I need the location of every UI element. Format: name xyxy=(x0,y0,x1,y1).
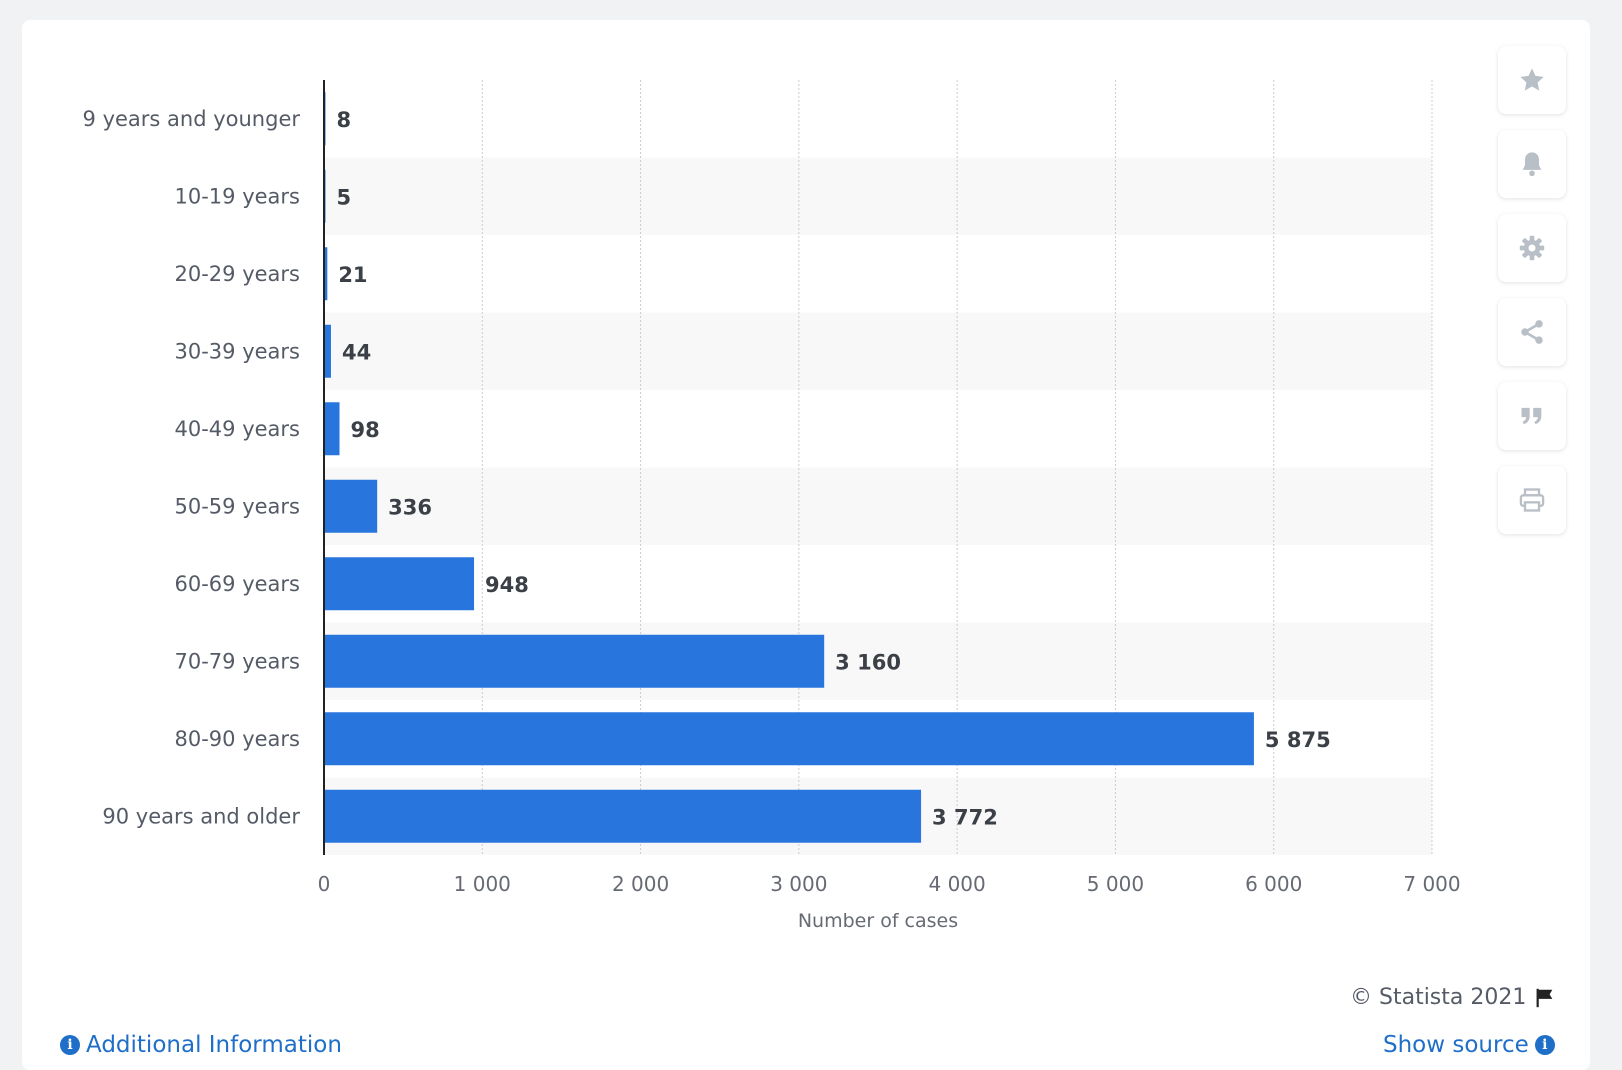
category-label: 30-39 years xyxy=(175,339,301,363)
category-label: 20-29 years xyxy=(175,262,301,286)
gear-icon xyxy=(1519,235,1545,261)
notification-button[interactable] xyxy=(1498,130,1566,198)
category-label: 90 years and older xyxy=(102,804,300,828)
bar[interactable] xyxy=(324,324,331,378)
row-band xyxy=(324,312,1432,390)
category-label: 10-19 years xyxy=(175,184,301,208)
bar[interactable] xyxy=(324,557,475,611)
bar[interactable] xyxy=(324,479,378,533)
value-label: 948 xyxy=(485,573,529,597)
bar-chart: 9 years and younger 10-19 years 20-29 year… xyxy=(83,80,1461,932)
share-icon xyxy=(1521,320,1543,344)
value-label: 44 xyxy=(342,340,371,364)
category-label: 9 years and younger xyxy=(83,107,301,131)
info-icon: i xyxy=(1534,1035,1555,1055)
value-labels: 8 5 21 44 98 336 948 3 160 5 875 3 772 xyxy=(337,108,1331,830)
x-tick-label: 3 000 xyxy=(770,872,827,896)
flag-icon[interactable] xyxy=(1534,987,1556,1009)
value-label: 336 xyxy=(388,495,432,519)
bar[interactable] xyxy=(324,789,922,843)
quote-icon xyxy=(1521,407,1542,425)
bar[interactable] xyxy=(324,712,1254,766)
value-label: 21 xyxy=(338,263,367,287)
additional-information-label: Additional Information xyxy=(86,1032,342,1058)
x-tick-label: 2 000 xyxy=(612,872,669,896)
row-band xyxy=(324,157,1432,235)
value-label: 5 875 xyxy=(1265,728,1331,752)
copyright-notice: © Statista 2021 xyxy=(1350,985,1556,1010)
row-band xyxy=(324,467,1432,545)
copyright-text: © Statista 2021 xyxy=(1350,985,1527,1010)
category-label: 80-90 years xyxy=(175,727,301,751)
category-label: 60-69 years xyxy=(175,572,301,596)
x-tick-label: 1 000 xyxy=(454,872,511,896)
print-icon xyxy=(1519,488,1545,512)
x-tick-label: 0 xyxy=(318,872,331,896)
show-source-link[interactable]: Show source i xyxy=(1383,1032,1555,1058)
bar[interactable] xyxy=(324,634,825,688)
value-label: 5 xyxy=(337,185,352,209)
x-tick-label: 4 000 xyxy=(929,872,986,896)
value-label: 8 xyxy=(337,108,352,132)
bar[interactable] xyxy=(324,247,328,301)
x-axis-label: Number of cases xyxy=(798,910,958,932)
share-button[interactable] xyxy=(1498,298,1566,366)
favorite-button[interactable] xyxy=(1498,46,1566,114)
star-icon xyxy=(1520,68,1544,91)
cite-button[interactable] xyxy=(1498,382,1566,450)
value-label: 3 160 xyxy=(835,650,901,674)
bar[interactable] xyxy=(324,402,340,456)
x-tick-label: 7 000 xyxy=(1403,872,1460,896)
side-toolbar xyxy=(1498,46,1566,550)
category-label: 50-59 years xyxy=(175,494,301,518)
info-icon: i xyxy=(60,1035,80,1055)
bell-icon xyxy=(1522,152,1542,177)
category-labels: 9 years and younger 10-19 years 20-29 year… xyxy=(83,107,301,829)
x-tick-labels: 0 1 000 2 000 3 000 4 000 5 000 6 000 7 000 xyxy=(318,872,1461,896)
value-label: 3 772 xyxy=(932,805,998,829)
x-tick-label: 5 000 xyxy=(1087,872,1144,896)
print-button[interactable] xyxy=(1498,466,1566,534)
x-tick-label: 6 000 xyxy=(1245,872,1302,896)
category-label: 70-79 years xyxy=(175,649,301,673)
additional-information-link[interactable]: i Additional Information xyxy=(60,1032,342,1058)
value-label: 98 xyxy=(351,418,380,442)
category-label: 40-49 years xyxy=(175,417,301,441)
show-source-label: Show source xyxy=(1383,1032,1529,1058)
settings-button[interactable] xyxy=(1498,214,1566,282)
